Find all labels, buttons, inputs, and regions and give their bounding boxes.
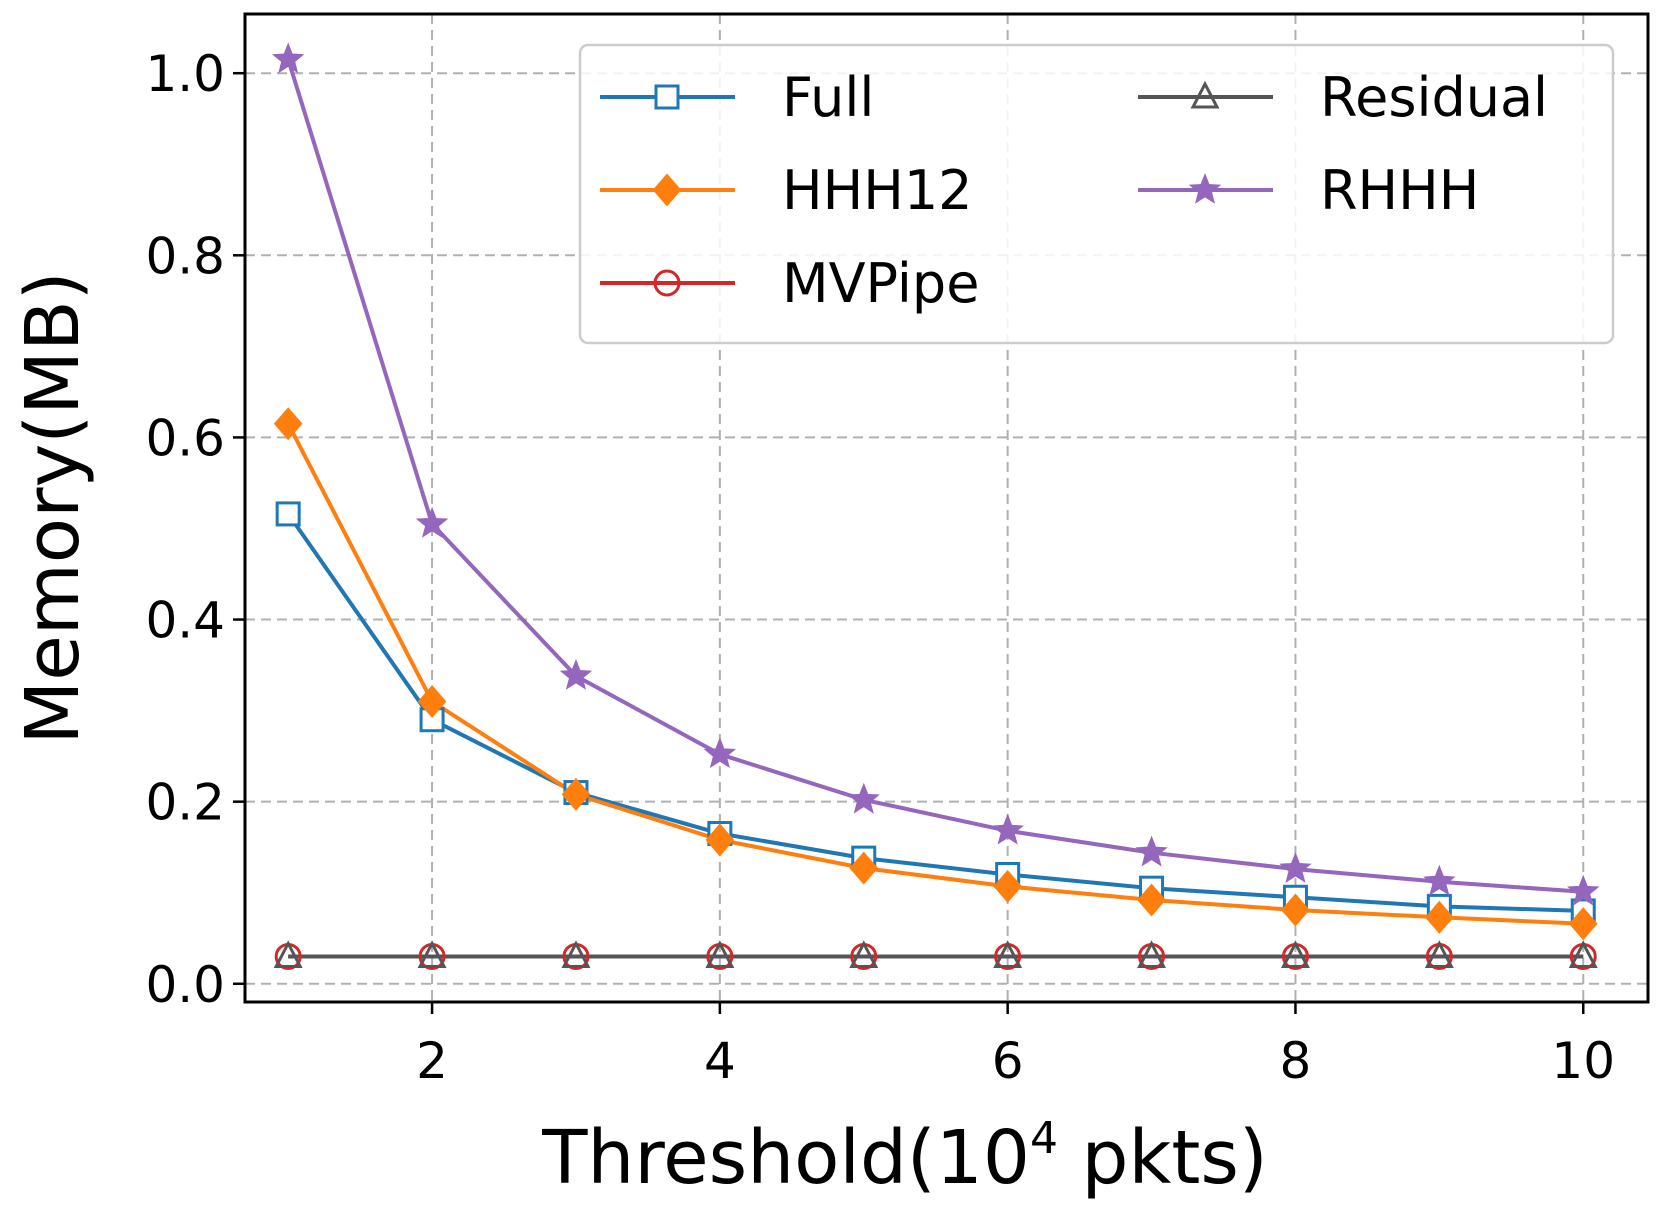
data-point-residual [993,940,1023,968]
data-point-hhh12 [1281,893,1310,927]
data-point-residual [417,940,447,968]
y-tick-label: 0.2 [145,774,225,832]
series-line-full [286,512,1584,913]
x-tick-label: 8 [1280,1032,1312,1090]
legend-marker-hhh12 [652,173,682,207]
series-line-hhh12 [286,422,1584,926]
legend-label-residual: Residual [1320,66,1548,129]
data-point-full [275,501,301,527]
data-point-residual [273,940,303,968]
series-lines [286,58,1584,959]
y-tick-label: 1.0 [145,45,225,103]
data-point-rhhh [991,813,1024,845]
data-point-hhh12 [417,684,447,719]
data-point-rhhh [1567,874,1600,906]
legend-label-rhhh: RHHH [1320,159,1479,222]
data-point-rhhh [847,782,880,814]
y-tick-label: 0.6 [145,409,225,467]
data-point-hhh12 [1425,900,1454,934]
legend-label-full: Full [782,66,874,129]
legend-marker-mvpipe [653,269,681,297]
data-point-rhhh [1423,864,1456,896]
x-axis-title-unit: pkts) [1058,1115,1268,1201]
series-markers [271,42,1600,970]
data-point-residual [561,940,591,968]
data-point-residual [1568,940,1598,968]
data-point-residual [1137,940,1167,968]
data-point-residual [705,940,735,968]
data-point-hhh12 [1568,907,1598,941]
data-point-hhh12 [993,869,1022,903]
data-point-hhh12 [705,823,735,857]
data-point-rhhh [415,506,449,538]
data-point-hhh12 [561,777,591,811]
y-tick-label: 0.4 [145,592,225,650]
x-tick-label: 4 [704,1032,736,1090]
axis-ticks: 2 4 6 8 10 0.0 0.2 0.4 0.6 0.8 1.0 [145,45,1615,1090]
y-tick-label: 0.0 [145,956,225,1014]
x-axis-title-main: Threshold(10 [541,1115,1030,1201]
data-point-rhhh [1135,835,1168,867]
legend-label-mvpipe: MVPipe [782,252,979,315]
x-tick-label: 10 [1551,1032,1615,1090]
data-point-rhhh [703,737,737,769]
legend-marker-residual [1190,80,1220,109]
legend-label-hhh12: HHH12 [782,159,973,222]
legend-marker-full [654,84,680,110]
x-tick-label: 2 [416,1032,448,1090]
y-axis-title: Memory(MB) [10,271,96,744]
data-point-residual [849,940,879,968]
data-point-residual [1424,940,1454,968]
data-point-rhhh [559,658,593,690]
data-point-rhhh [271,42,305,74]
x-axis-title-exponent: 4 [1030,1113,1058,1164]
x-tick-label: 6 [992,1032,1024,1090]
legend-box [578,43,1615,345]
data-point-residual [1280,940,1310,968]
data-point-rhhh [1279,852,1312,883]
data-point-hhh12 [1137,883,1166,917]
series-line-rhhh [286,58,1584,894]
plot-area-frame [243,12,1650,1004]
data-point-hhh12 [273,407,303,441]
data-point-hhh12 [849,851,879,885]
legend-marker-rhhh [1188,172,1222,204]
legend: Full HHH12 MVPipe Residual RHHH [578,43,1615,345]
y-tick-label: 0.8 [145,227,225,285]
x-axis-title: Threshold(104 pkts) [541,1113,1268,1201]
